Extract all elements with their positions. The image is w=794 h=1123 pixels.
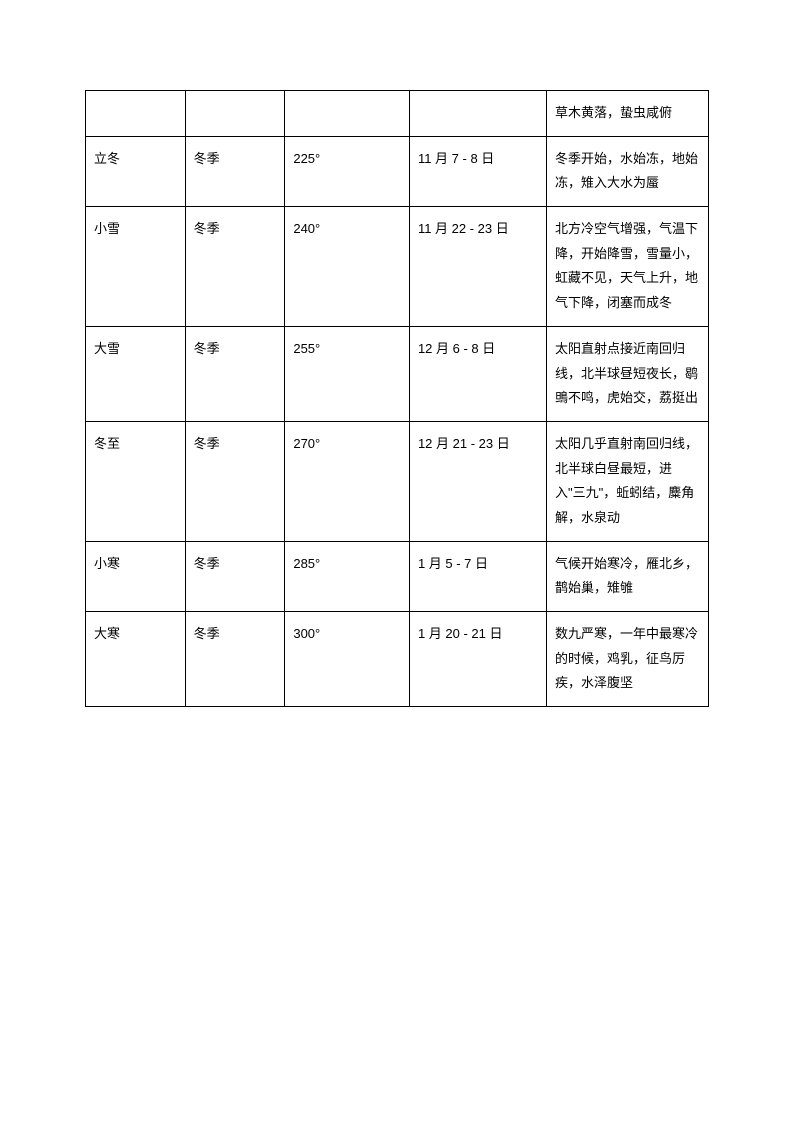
cell-description: 太阳直射点接近南回归线，北半球昼短夜长，鹖鴠不鸣，虎始交，荔挺出 (546, 326, 708, 421)
cell-term: 冬至 (86, 421, 186, 541)
cell-season (185, 91, 285, 137)
table-row: 大寒 冬季 300° 1 月 20 - 21 日 数九严寒，一年中最寒冷的时候，… (86, 612, 709, 707)
table-row: 小寒 冬季 285° 1 月 5 - 7 日 气候开始寒冷，雁北乡，鹊始巢，雉雊 (86, 541, 709, 611)
cell-description: 气候开始寒冷，雁北乡，鹊始巢，雉雊 (546, 541, 708, 611)
table-row: 冬至 冬季 270° 12 月 21 - 23 日 太阳几乎直射南回归线，北半球… (86, 421, 709, 541)
cell-season: 冬季 (185, 326, 285, 421)
cell-description: 数九严寒，一年中最寒冷的时候，鸡乳，征鸟厉疾，水泽腹坚 (546, 612, 708, 707)
cell-season: 冬季 (185, 612, 285, 707)
cell-description: 北方冷空气增强，气温下降，开始降雪，雪量小，虹藏不见，天气上升，地气下降，闭塞而… (546, 207, 708, 327)
cell-degree (285, 91, 410, 137)
cell-degree: 225° (285, 136, 410, 206)
cell-season: 冬季 (185, 207, 285, 327)
table-row: 草木黄落，蛰虫咸俯 (86, 91, 709, 137)
cell-degree: 285° (285, 541, 410, 611)
cell-date: 1 月 5 - 7 日 (409, 541, 546, 611)
cell-description: 太阳几乎直射南回归线，北半球白昼最短，进入"三九"，蚯蚓结，麋角解，水泉动 (546, 421, 708, 541)
cell-season: 冬季 (185, 541, 285, 611)
cell-date (409, 91, 546, 137)
cell-season: 冬季 (185, 136, 285, 206)
cell-degree: 270° (285, 421, 410, 541)
cell-term: 立冬 (86, 136, 186, 206)
cell-date: 12 月 6 - 8 日 (409, 326, 546, 421)
cell-term: 大寒 (86, 612, 186, 707)
table-row: 立冬 冬季 225° 11 月 7 - 8 日 冬季开始，水始冻，地始冻，雉入大… (86, 136, 709, 206)
cell-term: 大雪 (86, 326, 186, 421)
cell-degree: 240° (285, 207, 410, 327)
cell-term: 小雪 (86, 207, 186, 327)
cell-description: 草木黄落，蛰虫咸俯 (546, 91, 708, 137)
cell-degree: 300° (285, 612, 410, 707)
cell-season: 冬季 (185, 421, 285, 541)
cell-date: 11 月 7 - 8 日 (409, 136, 546, 206)
solar-terms-table: 草木黄落，蛰虫咸俯 立冬 冬季 225° 11 月 7 - 8 日 冬季开始，水… (85, 90, 709, 707)
cell-term: 小寒 (86, 541, 186, 611)
cell-description: 冬季开始，水始冻，地始冻，雉入大水为蜃 (546, 136, 708, 206)
table-row: 小雪 冬季 240° 11 月 22 - 23 日 北方冷空气增强，气温下降，开… (86, 207, 709, 327)
cell-date: 12 月 21 - 23 日 (409, 421, 546, 541)
cell-date: 11 月 22 - 23 日 (409, 207, 546, 327)
cell-degree: 255° (285, 326, 410, 421)
cell-date: 1 月 20 - 21 日 (409, 612, 546, 707)
cell-term (86, 91, 186, 137)
table-body: 草木黄落，蛰虫咸俯 立冬 冬季 225° 11 月 7 - 8 日 冬季开始，水… (86, 91, 709, 707)
table-row: 大雪 冬季 255° 12 月 6 - 8 日 太阳直射点接近南回归线，北半球昼… (86, 326, 709, 421)
